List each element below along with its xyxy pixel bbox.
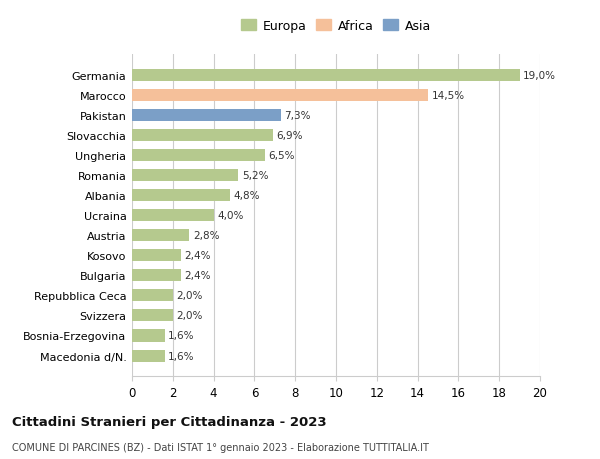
Text: 6,5%: 6,5% bbox=[268, 151, 295, 161]
Text: 4,8%: 4,8% bbox=[233, 191, 260, 201]
Bar bbox=[132, 150, 265, 162]
Text: 5,2%: 5,2% bbox=[242, 171, 268, 181]
Text: 2,0%: 2,0% bbox=[176, 311, 203, 321]
Text: 2,8%: 2,8% bbox=[193, 231, 219, 241]
Legend: Europa, Africa, Asia: Europa, Africa, Asia bbox=[238, 17, 434, 37]
Text: 1,6%: 1,6% bbox=[169, 331, 195, 341]
Text: Cittadini Stranieri per Cittadinanza - 2023: Cittadini Stranieri per Cittadinanza - 2… bbox=[12, 415, 326, 428]
Bar bbox=[132, 350, 164, 362]
Text: 6,9%: 6,9% bbox=[277, 131, 303, 141]
Bar bbox=[132, 130, 273, 142]
Text: 2,0%: 2,0% bbox=[176, 291, 203, 301]
Bar bbox=[132, 270, 181, 282]
Bar bbox=[132, 210, 214, 222]
Text: 1,6%: 1,6% bbox=[169, 351, 195, 361]
Bar bbox=[132, 230, 189, 242]
Bar bbox=[132, 290, 173, 302]
Bar bbox=[132, 170, 238, 182]
Bar bbox=[132, 330, 164, 342]
Bar bbox=[132, 190, 230, 202]
Text: 14,5%: 14,5% bbox=[431, 91, 464, 101]
Text: 4,0%: 4,0% bbox=[217, 211, 244, 221]
Text: COMUNE DI PARCINES (BZ) - Dati ISTAT 1° gennaio 2023 - Elaborazione TUTTITALIA.I: COMUNE DI PARCINES (BZ) - Dati ISTAT 1° … bbox=[12, 442, 429, 452]
Text: 2,4%: 2,4% bbox=[185, 271, 211, 281]
Bar bbox=[132, 70, 520, 82]
Text: 2,4%: 2,4% bbox=[185, 251, 211, 261]
Text: 19,0%: 19,0% bbox=[523, 71, 556, 81]
Bar bbox=[132, 110, 281, 122]
Bar bbox=[132, 310, 173, 322]
Bar bbox=[132, 250, 181, 262]
Bar bbox=[132, 90, 428, 102]
Text: 7,3%: 7,3% bbox=[284, 111, 311, 121]
